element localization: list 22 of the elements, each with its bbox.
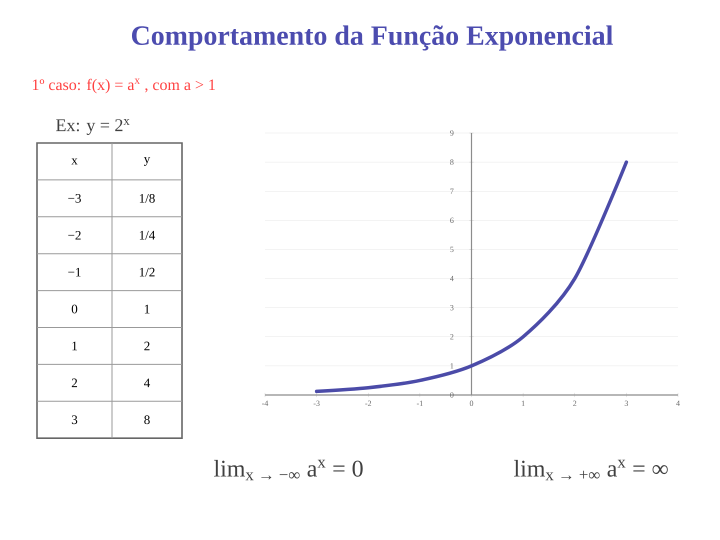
text: 1/4 — [140, 230, 156, 240]
line-series — [314, 160, 628, 394]
text: 1 — [144, 304, 150, 314]
text: lim$_{x → +∞}$ a$^{x}$ = ∞ — [514, 460, 668, 480]
chart-title: Comportamento da Função Exponencial — [132, 25, 613, 51]
text: 0 — [72, 304, 78, 314]
text: −1 — [68, 268, 81, 276]
text: 2 — [72, 378, 78, 388]
text: 3 — [72, 415, 78, 424]
text: 1 — [72, 342, 77, 350]
text: −3 — [68, 194, 81, 203]
text: 2 — [144, 342, 150, 350]
text: x — [71, 158, 78, 164]
text: 1/8 — [140, 194, 155, 203]
text: 1º caso: f(x) = a$^{x}$ , com a > 1 — [32, 78, 215, 94]
text: lim$_{x → −∞}$ a$^{x}$ = 0 — [214, 460, 363, 480]
text: 8 — [144, 415, 150, 424]
text: Ex: y = 2$^{x}$ — [56, 119, 130, 135]
text: 4 — [144, 378, 150, 388]
text: −2 — [68, 230, 81, 240]
text: 1/2 — [140, 268, 155, 276]
text: y — [144, 157, 150, 166]
